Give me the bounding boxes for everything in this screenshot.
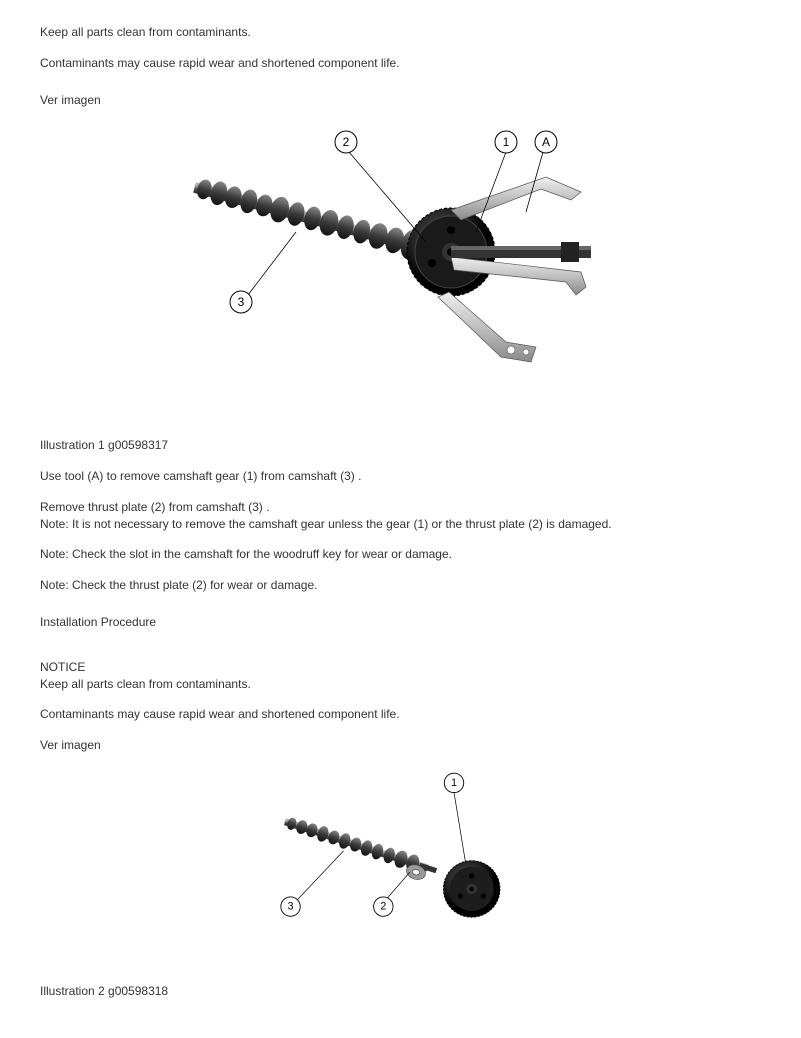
fig1-callout-3: 3 xyxy=(237,295,244,309)
step-remove-thrust: Remove thrust plate (2) from camshaft (3… xyxy=(40,499,761,533)
illustration-1-image: 2 1 A 3 xyxy=(40,122,761,407)
fig1-callout-2: 2 xyxy=(342,135,349,149)
fig1-callout-a: A xyxy=(541,135,549,149)
step-remove-thrust-b: Note: It is not necessary to remove the … xyxy=(40,517,612,531)
notice-block: NOTICE Keep all parts clean from contami… xyxy=(40,659,761,693)
installation-heading: Installation Procedure xyxy=(40,614,761,631)
fig2-callout-3: 3 xyxy=(287,901,293,913)
note-thrust: Note: Check the thrust plate (2) for wea… xyxy=(40,577,761,594)
fig2-callout-1: 1 xyxy=(451,777,457,789)
notice-label: NOTICE xyxy=(40,660,85,674)
ver-imagen-2: Ver imagen xyxy=(40,737,761,754)
illustration-2-image: 1 2 3 xyxy=(40,768,761,953)
illustration-2-caption: Illustration 2 g00598318 xyxy=(40,983,761,1000)
step-remove-thrust-a: Remove thrust plate (2) from camshaft (3… xyxy=(40,500,269,514)
fig1-callout-1: 1 xyxy=(502,135,509,149)
notice-text-2: Contaminants may cause rapid wear and sh… xyxy=(40,706,761,723)
ver-imagen-1: Ver imagen xyxy=(40,92,761,109)
notice-line-2: Contaminants may cause rapid wear and sh… xyxy=(40,55,761,72)
note-slot: Note: Check the slot in the camshaft for… xyxy=(40,546,761,563)
notice-line-1: Keep all parts clean from contaminants. xyxy=(40,24,761,41)
step-use-tool: Use tool (A) to remove camshaft gear (1)… xyxy=(40,468,761,485)
notice-text-1: Keep all parts clean from contaminants. xyxy=(40,677,251,691)
fig2-callout-2: 2 xyxy=(380,901,386,913)
illustration-1-caption: Illustration 1 g00598317 xyxy=(40,437,761,454)
